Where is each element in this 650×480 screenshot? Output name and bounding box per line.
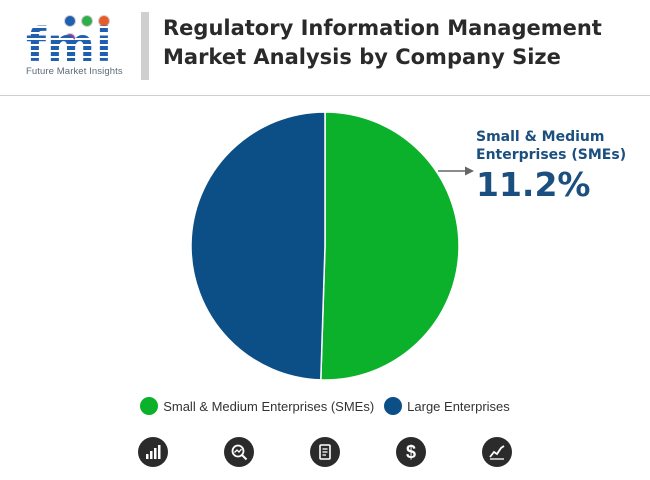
title-line-1: Regulatory Information Management [163, 16, 602, 40]
annotation-arrow-head [465, 166, 474, 176]
legend-label-large: Large Enterprises [407, 398, 510, 414]
legend-swatch-large [384, 397, 403, 415]
pie-slice-sme [320, 111, 460, 381]
pie-chart [190, 111, 474, 381]
pie-slice-large [190, 111, 326, 381]
page-title: Regulatory Information Management Market… [163, 14, 633, 72]
annotation-label: Small & Medium Enterprises (SMEs) [476, 129, 627, 163]
dollar-icon: $ [396, 437, 426, 467]
pie-slices [190, 111, 460, 381]
legend-swatch-sme [140, 397, 159, 415]
header: fmi Future Market Insights Regulatory In… [0, 0, 650, 96]
line-trend-icon [482, 437, 512, 467]
bar-growth-icon [138, 437, 168, 467]
footer-icons: $ [0, 437, 650, 469]
legend-label-sme: Small & Medium Enterprises (SMEs) [163, 398, 375, 414]
legend-item-sme: Small & Medium Enterprises (SMEs) [140, 397, 374, 415]
legend-item-large: Large Enterprises [384, 397, 510, 415]
magnify-chart-icon [224, 437, 254, 467]
annotation-value: 11.2% [476, 165, 591, 204]
legend: Small & Medium Enterprises (SMEs) Large … [0, 394, 650, 418]
fmi-logo: fmi Future Market Insights [26, 14, 126, 78]
logo-dots [64, 14, 126, 45]
document-report-icon [310, 437, 340, 467]
logo-text: fmi [26, 18, 113, 72]
title-line-2: Market Analysis by Company Size [163, 45, 561, 69]
header-divider [141, 12, 149, 80]
logo-subtitle: Future Market Insights [26, 66, 123, 77]
